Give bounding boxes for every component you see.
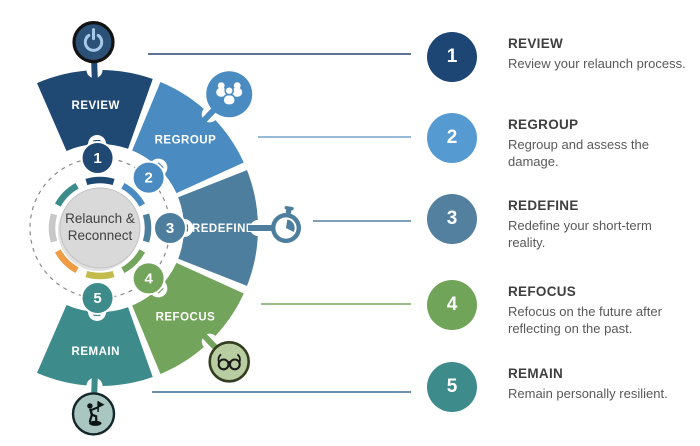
- wedge-label: REFOCUS: [156, 311, 216, 323]
- legend-step-circle: 5: [427, 362, 477, 412]
- stopwatch-elapsed: [286, 219, 295, 232]
- step-circle-shape: [131, 261, 166, 296]
- step-number: 1: [93, 150, 101, 167]
- legend-description: Redefine your short-term reality.: [508, 218, 652, 250]
- step-number: 2: [144, 170, 152, 187]
- wedge-shape: [37, 69, 153, 151]
- legend-description: Review your relaunch process.: [508, 56, 686, 71]
- flag: [98, 401, 105, 408]
- legend-description: Regroup and assess the damage.: [508, 137, 649, 169]
- wedge-redefine: REDEFINE: [178, 170, 259, 286]
- legend-text-block: REGROUP Regroup and assess the damage.: [508, 113, 700, 170]
- legend-title: REMAIN: [508, 366, 564, 381]
- wedge-remain: REMAIN: [37, 305, 153, 387]
- legend-item-remain: 5 REMAIN Remain personally resilient.: [427, 362, 700, 412]
- legend-title: REVIEW: [508, 36, 564, 51]
- ring-segment: [142, 213, 152, 243]
- stopwatch-cap: [284, 205, 294, 211]
- step-circle-2: 2: [131, 160, 166, 195]
- legend-item-review: 1 REVIEW Review your relaunch process.: [427, 32, 700, 82]
- person-body: [222, 93, 237, 106]
- power-ring: [72, 21, 115, 64]
- center-circle: [59, 187, 141, 269]
- step-number: 3: [166, 220, 174, 237]
- legend-description: Refocus on the future after reflecting o…: [508, 304, 662, 336]
- figure-head: [87, 403, 93, 409]
- step-circle-shape: [131, 160, 166, 195]
- legend-item-regroup: 2 REGROUP Regroup and assess the damage.: [427, 113, 700, 170]
- ring-segment: [54, 182, 79, 207]
- legend-item-redefine: 3 REDEFINE Redefine your short-term real…: [427, 194, 700, 251]
- wedge-shape: [178, 170, 259, 286]
- wedge-label: REMAIN: [72, 346, 120, 358]
- step-circle-1: 1: [80, 141, 115, 176]
- lens-right: [228, 358, 241, 371]
- legend-text-block: REMAIN Remain personally resilient.: [508, 362, 700, 402]
- person-head: [233, 82, 241, 90]
- wedge-label: REDEFINE: [192, 223, 254, 235]
- step-number: 4: [144, 270, 153, 287]
- step-circle-3: 3: [153, 211, 187, 245]
- glasses-arm-right: [236, 353, 241, 364]
- glasses-icon: [208, 340, 251, 383]
- ring-segment: [121, 249, 146, 274]
- legend-item-refocus: 4 REFOCUS Refocus on the future after re…: [427, 280, 700, 337]
- legend-step-circle: 1: [427, 32, 477, 82]
- wedge-label: REGROUP: [155, 135, 217, 147]
- stopwatch-icon: [270, 205, 302, 244]
- process-diagram-svg: REVIEW REGROUP REDEFINE REFOCUS REMAIN Relaun…: [29, 21, 411, 436]
- person-head: [217, 82, 225, 90]
- step-circle-shape: [80, 280, 115, 315]
- person-head: [224, 85, 235, 96]
- ring-segment: [85, 270, 115, 280]
- ring-segment: [121, 182, 146, 207]
- flag-bg: [71, 392, 116, 436]
- step-circle-5: 5: [80, 280, 115, 315]
- ring-segment: [54, 249, 79, 274]
- color-ring: [48, 176, 152, 280]
- center-label: Relaunch & Reconnect: [65, 211, 135, 243]
- figure-leg: [88, 413, 94, 423]
- figure-arm: [89, 406, 99, 412]
- step-circle-shape: [153, 211, 187, 245]
- legend-title: REDEFINE: [508, 198, 579, 213]
- mound: [89, 420, 102, 426]
- legend-step-circle: 4: [427, 280, 477, 330]
- ring-segment: [85, 176, 115, 186]
- legend-text-block: REDEFINE Redefine your short-term realit…: [508, 194, 700, 251]
- step-number: 5: [93, 290, 101, 307]
- legend: 1 REVIEW Review your relaunch process. 2…: [427, 0, 700, 446]
- wedge-review: REVIEW: [37, 69, 153, 151]
- legend-text-block: REVIEW Review your relaunch process.: [508, 32, 700, 72]
- ring-segment: [48, 213, 58, 243]
- person-body: [231, 87, 243, 97]
- people-icon: [206, 71, 253, 118]
- legend-step-circle: 3: [427, 194, 477, 244]
- person-body: [216, 87, 227, 97]
- legend-text-block: REFOCUS Refocus on the future after refl…: [508, 280, 700, 337]
- legend-title: REGROUP: [508, 117, 579, 132]
- glasses-arm-left: [217, 353, 222, 364]
- legend-step-circle: 2: [427, 113, 477, 163]
- power-arc: [83, 33, 104, 52]
- flag-person-icon: [71, 392, 116, 436]
- glasses-bridge: [227, 361, 232, 364]
- step-circle-4: 4: [131, 261, 166, 296]
- legend-description: Remain personally resilient.: [508, 386, 668, 401]
- stopwatch-body: [270, 205, 302, 244]
- step-circle-shape: [80, 141, 115, 176]
- lens-left: [217, 358, 230, 371]
- legend-title: REFOCUS: [508, 284, 577, 299]
- wedge-shape: [37, 305, 153, 387]
- wedge-label: REVIEW: [72, 100, 120, 112]
- power-icon: [72, 21, 115, 64]
- figure-leg-up: [90, 413, 98, 422]
